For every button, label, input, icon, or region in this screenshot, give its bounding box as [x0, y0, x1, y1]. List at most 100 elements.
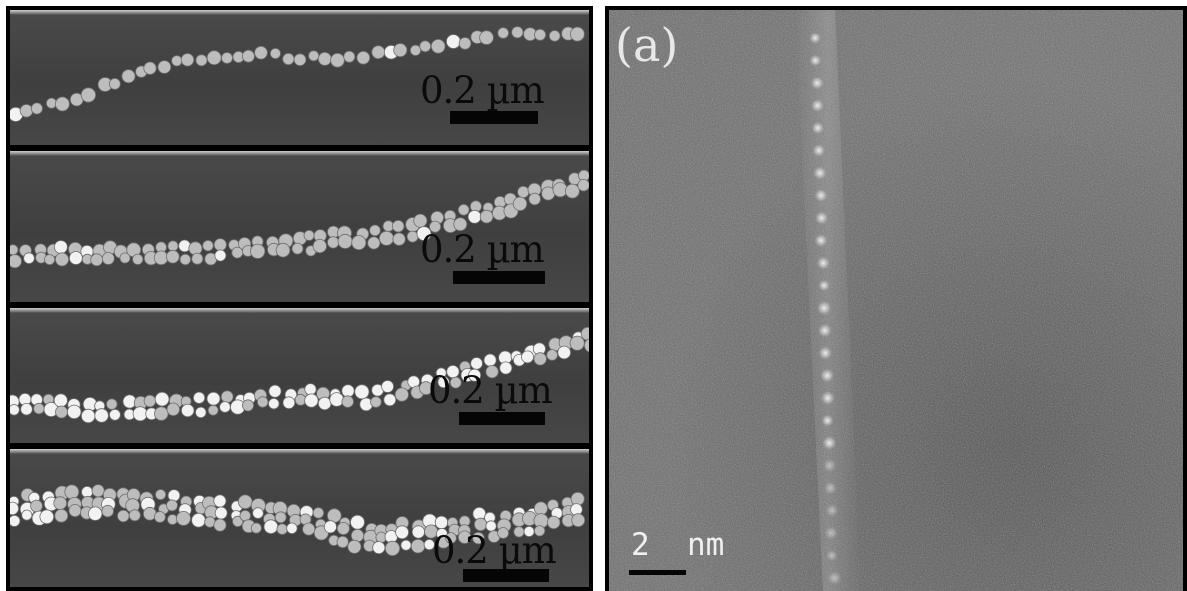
- atom-spot: [816, 300, 832, 316]
- nanoparticle: [533, 352, 547, 366]
- nanoparticle: [286, 522, 298, 535]
- nanoparticle: [10, 404, 20, 416]
- nanoparticle: [445, 532, 457, 544]
- nanoparticle: [68, 504, 82, 518]
- nanoparticle: [121, 69, 136, 84]
- nanoparticle: [166, 402, 181, 417]
- nanoparticle: [237, 494, 253, 510]
- nanoparticle: [336, 535, 349, 549]
- atom-spot: [821, 414, 834, 427]
- atom-spot: [809, 32, 822, 44]
- nanoparticle: [252, 507, 264, 519]
- hrtem-panel: (a) 2 nm: [605, 6, 1187, 591]
- nanoparticle: [219, 401, 231, 413]
- atomic-chain-image: [609, 10, 1183, 591]
- nanoparticle: [256, 396, 269, 408]
- nanoparticle: [304, 383, 317, 396]
- nanoparticle: [221, 52, 233, 64]
- nanoparticle: [10, 501, 19, 516]
- nanoparticle: [381, 380, 395, 393]
- sem-strip-3: 0.2 µm: [10, 308, 589, 443]
- nanoparticle: [341, 384, 355, 398]
- scale-bar-label: 2 nm: [631, 527, 725, 563]
- nanoparticle: [406, 230, 419, 243]
- sem-strip-1: 0.2 µm: [10, 10, 589, 145]
- nanoparticle-chain-2: [10, 169, 589, 269]
- nanoparticle: [220, 390, 234, 403]
- nanoparticle: [66, 404, 82, 420]
- nanoparticle: [479, 209, 494, 224]
- nanoparticle: [241, 49, 255, 63]
- nanoparticle: [109, 408, 121, 421]
- nanoparticle: [213, 518, 227, 532]
- nanoparticle: [180, 53, 195, 67]
- nanoparticle: [268, 384, 282, 398]
- nanoparticle: [143, 394, 157, 408]
- nanoparticle: [101, 504, 114, 518]
- nanoparticle: [347, 539, 362, 554]
- nanoparticle: [341, 395, 354, 408]
- nanoparticle: [154, 391, 170, 407]
- scale-bar: [453, 271, 545, 284]
- nanoparticle: [511, 26, 524, 39]
- nanoparticle: [291, 242, 304, 255]
- nanoparticle: [80, 87, 97, 103]
- nanoparticle: [565, 183, 580, 199]
- nanoparticle: [250, 243, 266, 259]
- nanoparticle: [416, 226, 432, 241]
- atom-spot: [817, 323, 833, 338]
- nanoparticle: [367, 236, 381, 250]
- nanoparticle: [213, 238, 227, 252]
- nanoparticle: [392, 232, 406, 246]
- nanoparticle: [453, 217, 468, 232]
- nanoparticle: [179, 253, 192, 266]
- scale-bar-label: 0.2 µm: [432, 529, 557, 572]
- nanoparticle: [308, 50, 320, 62]
- nanoparticle: [54, 508, 69, 523]
- nanoparticle: [167, 489, 181, 502]
- nanoparticle: [370, 396, 382, 408]
- nanoparticle: [479, 30, 494, 45]
- sem-strip-2: 0.2 µm: [10, 151, 589, 302]
- nanoparticle: [413, 213, 428, 228]
- atom-spot: [819, 368, 835, 383]
- nanoparticle: [167, 514, 178, 525]
- nanoparticle: [312, 507, 325, 519]
- nanoparticle: [343, 50, 356, 63]
- nanoparticle: [318, 396, 332, 411]
- nanoparticle: [23, 252, 35, 264]
- atom-spot: [824, 526, 839, 540]
- nanoparticle: [392, 219, 405, 233]
- nanoparticle: [437, 376, 450, 389]
- nanoparticle: [254, 45, 268, 60]
- nanoparticle: [232, 515, 244, 528]
- nanoparticle: [241, 399, 254, 412]
- nanoparticle: [132, 406, 148, 422]
- scale-bar: [463, 569, 549, 582]
- nanoparticle: [497, 27, 510, 39]
- nanoparticle: [337, 233, 353, 249]
- nanoparticle: [472, 531, 485, 545]
- nanoparticle: [90, 253, 104, 267]
- nanoparticle: [410, 538, 426, 554]
- nanoparticle: [214, 506, 228, 520]
- nanoparticle: [378, 230, 394, 246]
- nanoparticle: [117, 509, 130, 523]
- nanoparticle: [430, 38, 446, 54]
- atom-spot: [811, 121, 825, 135]
- nanoparticle: [468, 368, 482, 382]
- atom-spot: [825, 503, 839, 518]
- nanoparticle: [546, 349, 558, 361]
- nanoparticle: [393, 43, 408, 58]
- nanoparticle: [302, 522, 316, 536]
- atom-spot: [814, 211, 829, 225]
- nanoparticle: [53, 393, 68, 408]
- nanoparticle: [167, 240, 179, 252]
- nanoparticle: [512, 196, 528, 212]
- nanoparticle: [369, 224, 381, 237]
- atom-spot: [812, 143, 826, 158]
- atom-spot: [812, 166, 827, 180]
- nanoparticle: [54, 240, 68, 254]
- atom-spot: [816, 256, 831, 270]
- nanoparticle: [91, 484, 105, 498]
